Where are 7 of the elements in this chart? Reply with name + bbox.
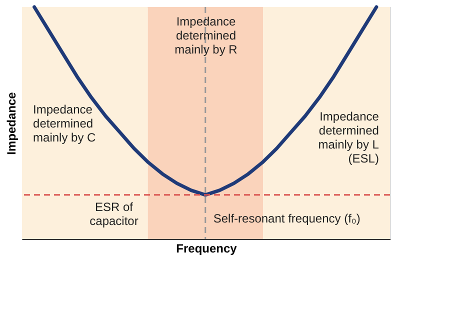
y-axis-title: Impedance: [4, 92, 18, 155]
annotation: Self-resonant frequency (f₀): [213, 211, 360, 226]
ref-line-label: ESR of capacitor: [90, 200, 138, 228]
x-axis-title: Frequency: [176, 242, 238, 256]
annotation: Impedance determined mainly by R: [174, 14, 238, 56]
annotation: Impedance determined mainly by C: [33, 102, 96, 144]
annotation: Impedance determined mainly by L (ESL): [318, 109, 380, 166]
